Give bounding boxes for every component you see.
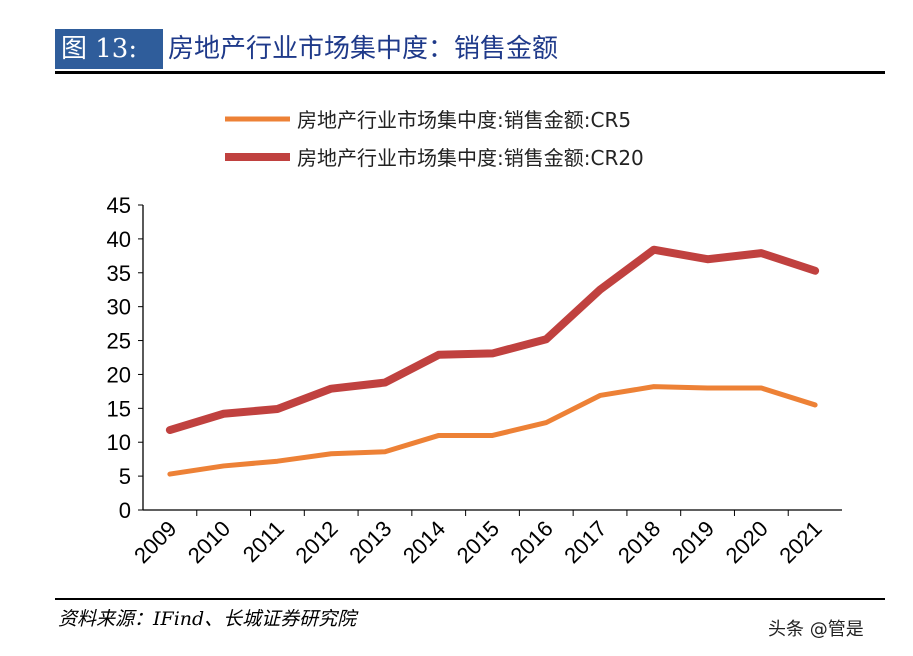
x-tick-label: 2012 <box>290 516 342 568</box>
source-note: 资料来源：IFind、长城证券研究院 <box>58 608 357 630</box>
y-tick-label: 20 <box>107 362 131 387</box>
y-tick-label: 30 <box>107 295 131 320</box>
legend-label: 房地产行业市场集中度:销售金额:CR5 <box>297 108 631 132</box>
x-tick-label: 2011 <box>238 516 289 567</box>
x-tick-label: 2016 <box>506 516 558 568</box>
y-tick-label: 40 <box>107 227 131 252</box>
x-tick-label: 2021 <box>774 516 826 568</box>
y-tick-label: 25 <box>107 329 131 354</box>
x-tick-label: 2020 <box>721 516 773 568</box>
y-tick-label: 10 <box>107 430 131 455</box>
y-tick-label: 15 <box>107 396 131 421</box>
legend-label: 房地产行业市场集中度:销售金额:CR20 <box>297 146 644 170</box>
y-tick-label: 35 <box>107 261 131 286</box>
y-tick-label: 5 <box>119 464 131 489</box>
x-tick-label: 2015 <box>452 516 504 568</box>
x-tick-label: 2017 <box>559 516 611 568</box>
x-tick-label: 2018 <box>613 516 665 568</box>
figure-label: 图 13: <box>55 29 163 69</box>
x-tick-label: 2010 <box>183 516 235 568</box>
watermark: 头条 @管是 <box>768 619 864 640</box>
x-tick-label: 2019 <box>667 516 719 568</box>
y-tick-label: 45 <box>107 193 131 218</box>
figure-title: 房地产行业市场集中度：销售金额 <box>168 34 559 64</box>
y-tick-label: 0 <box>119 498 131 523</box>
series-line-1 <box>167 384 818 477</box>
bottom-rule <box>55 598 885 600</box>
x-tick-label: 2009 <box>129 516 181 568</box>
x-tick-label: 2013 <box>344 516 396 568</box>
top-rule <box>55 71 885 74</box>
x-tick-label: 2014 <box>398 516 450 568</box>
series-line-2 <box>165 245 820 435</box>
